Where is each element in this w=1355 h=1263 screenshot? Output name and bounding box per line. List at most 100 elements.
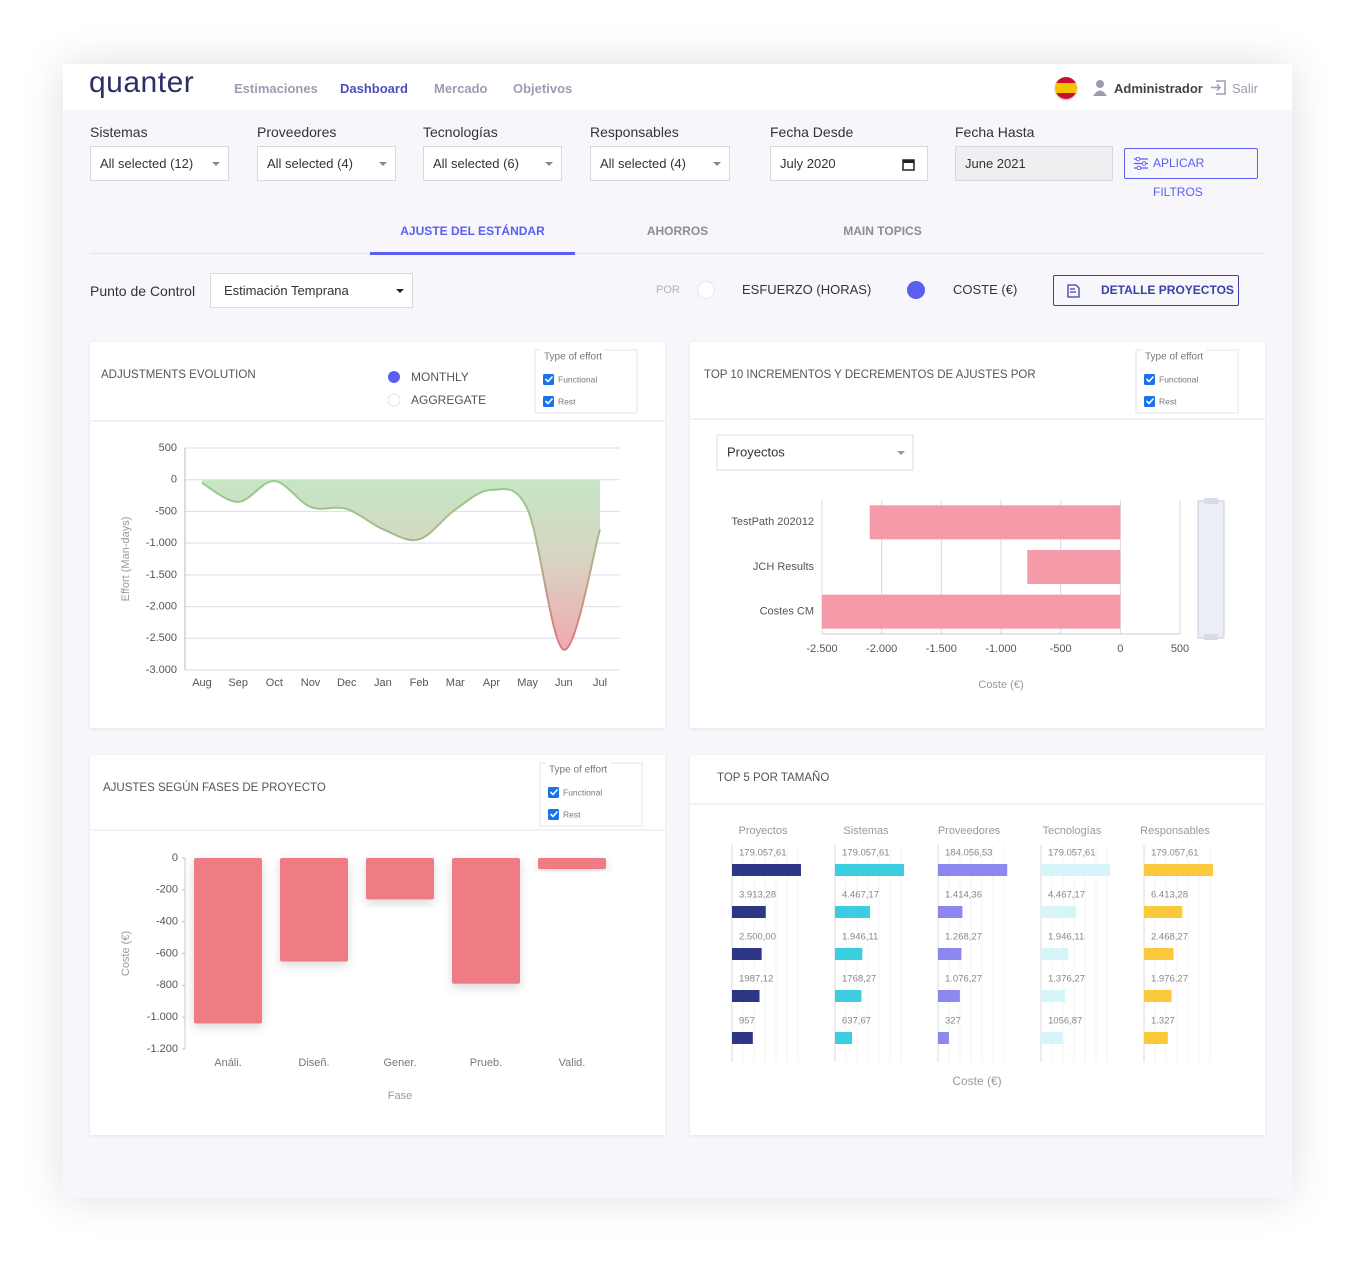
- x-tick-label: Jul: [593, 677, 607, 689]
- bar: [452, 858, 520, 984]
- filter-select[interactable]: All selected (12): [90, 146, 229, 181]
- legend-label: Proveedores: [938, 825, 1001, 837]
- bar: [938, 1032, 949, 1044]
- checkbox[interactable]: [1144, 396, 1155, 407]
- checkbox[interactable]: [548, 787, 559, 798]
- checkbox-label: Functional: [558, 374, 597, 384]
- dropdown[interactable]: [716, 434, 914, 471]
- y-tick-label: -1.200: [147, 1043, 178, 1055]
- checkbox[interactable]: [1144, 374, 1155, 385]
- y-tick-label: -500: [155, 505, 177, 517]
- radio-label[interactable]: ESFUERZO (HORAS): [742, 282, 872, 297]
- language-flag[interactable]: [1055, 77, 1077, 99]
- y-tick-label: -400: [156, 916, 178, 928]
- value-label: 4.467,17: [842, 890, 879, 901]
- calendar-icon: [902, 159, 915, 171]
- radio-selected[interactable]: [907, 281, 925, 299]
- bar: [1041, 906, 1076, 918]
- radio-selected[interactable]: [388, 371, 400, 383]
- scroll-handle[interactable]: [1204, 634, 1218, 640]
- radio-label[interactable]: COSTE (€): [953, 282, 1018, 297]
- panel-title: ADJUSTMENTS EVOLUTION: [101, 369, 256, 381]
- value-label: 1987,12: [739, 974, 773, 985]
- nav-item[interactable]: Dashboard: [340, 81, 408, 96]
- y-tick-label: -3.000: [146, 664, 177, 676]
- x-tick-label: Prueb.: [470, 1057, 502, 1069]
- bar: [732, 948, 762, 960]
- y-tick-label: 0: [171, 474, 177, 486]
- panel-title: AJUSTES SEGÚN FASES DE PROYECTO: [103, 781, 326, 794]
- effort-filter-title: Type of effort: [544, 352, 602, 363]
- x-tick-label: 500: [1171, 643, 1189, 655]
- bar: [835, 990, 862, 1002]
- x-tick-label: Jun: [555, 677, 573, 689]
- panel: [90, 755, 665, 1135]
- logo[interactable]: quanter: [89, 66, 195, 99]
- apply-button[interactable]: APLICAR FILTROS: [1124, 148, 1258, 199]
- date-input[interactable]: July 2020: [770, 146, 928, 181]
- panel: [690, 755, 1265, 1135]
- radio[interactable]: [697, 281, 715, 299]
- date-input[interactable]: June 2021: [955, 146, 1113, 181]
- nav-item[interactable]: Objetivos: [513, 81, 573, 96]
- value-label: 184.056,53: [945, 848, 993, 859]
- tab[interactable]: AJUSTE DEL ESTÁNDAR: [400, 224, 545, 238]
- filter-select[interactable]: All selected (6): [423, 146, 562, 181]
- checkbox-check: [549, 810, 559, 818]
- area: [202, 479, 600, 650]
- y-tick-label: JCH Results: [753, 561, 815, 573]
- nav-item[interactable]: Estimaciones: [234, 81, 318, 96]
- filter-icon: [1134, 157, 1148, 170]
- user-name[interactable]: Administrador: [1114, 81, 1203, 96]
- x-tick-label: Oct: [266, 677, 283, 689]
- filter-value: All selected (6): [433, 156, 519, 171]
- x-tick-label: Dec: [337, 677, 357, 689]
- bar: [822, 594, 1121, 629]
- checkbox[interactable]: [543, 374, 554, 385]
- bar: [1041, 948, 1069, 960]
- radio-label: AGGREGATE: [411, 393, 486, 407]
- bar: [1041, 864, 1110, 876]
- effort-filter-title-bg: [1142, 348, 1206, 356]
- value-label: 2.500,00: [739, 932, 776, 943]
- radio[interactable]: [387, 393, 401, 407]
- checkbox-check: [1145, 397, 1155, 405]
- checkbox-label: Rest: [1159, 396, 1177, 406]
- control-point-select[interactable]: Estimación Temprana: [210, 273, 413, 308]
- checkbox[interactable]: [548, 809, 559, 820]
- filter-select[interactable]: All selected (4): [257, 146, 396, 181]
- checkbox[interactable]: [543, 396, 554, 407]
- tab[interactable]: MAIN TOPICS: [843, 224, 922, 238]
- checkbox-check: [1145, 375, 1155, 383]
- value-label: 6.413,28: [1151, 890, 1188, 901]
- x-axis-label: Coste (€): [952, 1074, 1001, 1088]
- value-label: 1768,27: [842, 974, 876, 985]
- value-label: 4.467,17: [1048, 890, 1085, 901]
- value-label: 1.376,27: [1048, 974, 1085, 985]
- value-label: 179.057,61: [739, 848, 787, 859]
- tab[interactable]: AHORROS: [646, 224, 709, 238]
- scroll-handle[interactable]: [1204, 498, 1218, 504]
- bar: [869, 505, 1121, 540]
- checkbox-label: Rest: [558, 396, 576, 406]
- value-label: 2.468,27: [1151, 932, 1188, 943]
- logout[interactable]: Salir: [1232, 81, 1259, 96]
- bar: [1144, 864, 1213, 876]
- detail-button[interactable]: DETALLE PROYECTOS: [1053, 275, 1239, 306]
- legend-label: Sistemas: [843, 825, 889, 837]
- filter-value: June 2021: [965, 156, 1026, 171]
- bar: [280, 858, 348, 962]
- value-label: 1.076,27: [945, 974, 982, 985]
- legend-label: Tecnologías: [1043, 825, 1102, 837]
- bar: [938, 906, 963, 918]
- nav-item[interactable]: Mercado: [434, 81, 488, 96]
- filter-value: All selected (4): [267, 156, 353, 171]
- filter-select[interactable]: All selected (4): [590, 146, 730, 181]
- x-tick-label: 0: [1117, 643, 1123, 655]
- dropdown-caret: [897, 451, 905, 455]
- value-label: 179.057,61: [1151, 848, 1199, 859]
- checkbox-check: [544, 397, 554, 405]
- x-tick-label: May: [517, 677, 538, 689]
- scroll-navigator[interactable]: [1197, 500, 1225, 639]
